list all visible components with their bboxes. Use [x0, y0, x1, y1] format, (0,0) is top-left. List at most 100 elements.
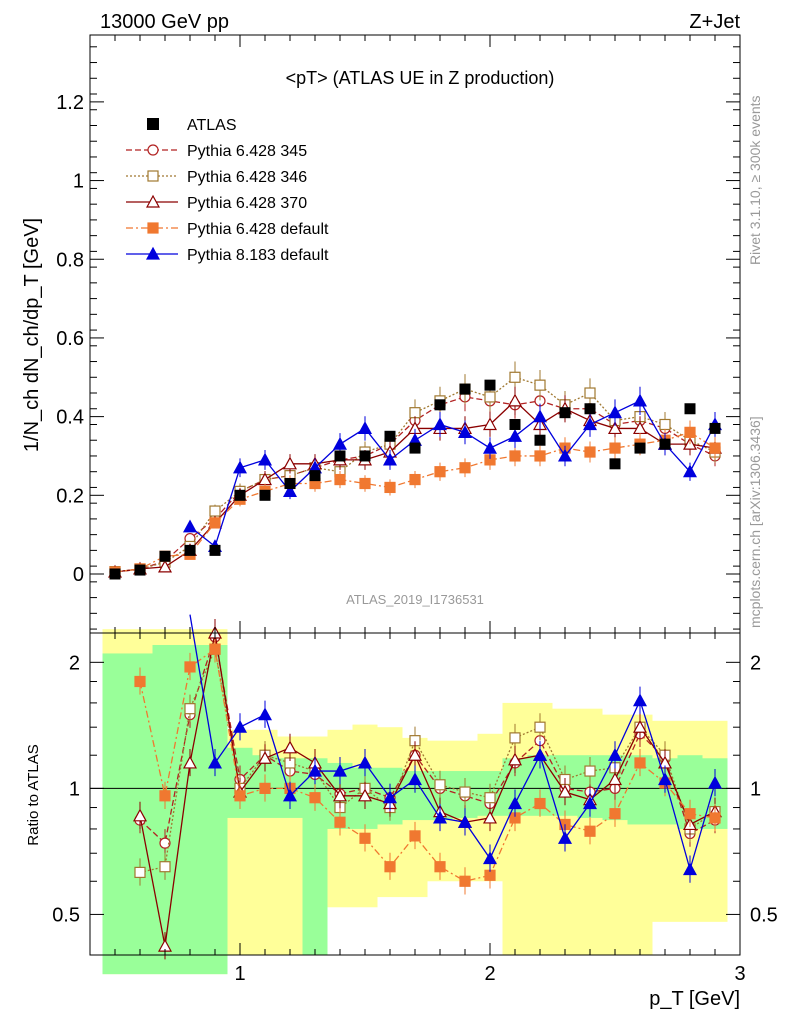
ratio-point [584, 765, 596, 777]
ratio-point [182, 755, 198, 769]
header-right: Z+Jet [689, 11, 740, 33]
data-point [409, 442, 421, 454]
series-point [534, 379, 546, 391]
ratio-point [232, 719, 248, 733]
data-point [534, 434, 546, 446]
ratio-point [482, 851, 498, 865]
ratio-point [134, 866, 146, 878]
y-tick-label: 0.8 [56, 249, 84, 271]
ratio-tick-label: 1 [69, 778, 80, 800]
ratio-point [409, 830, 421, 842]
series-point [607, 405, 623, 419]
ratio-point [484, 869, 496, 881]
ratio-point [407, 772, 423, 786]
y-tick-label: 0.2 [56, 485, 84, 507]
ratio-point [357, 788, 373, 802]
main-plot-content [107, 361, 723, 580]
ratio-point [184, 661, 196, 673]
ratio-point [382, 790, 398, 804]
legend-label-atlas: ATLAS [187, 117, 237, 134]
series-point [332, 436, 348, 450]
series-point [534, 450, 546, 462]
ratio-point [159, 790, 171, 802]
legend-marker [147, 144, 159, 156]
series-point [409, 407, 421, 419]
legend-marker [147, 222, 159, 234]
ratio-point [257, 751, 273, 764]
ratio-point [707, 775, 723, 789]
series-point [357, 421, 373, 435]
ratio-line [139, 632, 716, 947]
legend: ATLAS Pythia 6.428 345 Pythia 6.428 346 Pyt… [126, 117, 329, 264]
ratio-point [309, 792, 321, 804]
ratio-point [332, 763, 348, 777]
analysis-id: ATLAS_2019_I1736531 [346, 592, 484, 607]
data-point [634, 442, 646, 454]
ratio-point [259, 782, 271, 794]
series-point [209, 505, 221, 517]
data-point [509, 418, 521, 430]
ratio-point [532, 747, 548, 761]
legend-label: Pythia 6.428 370 [187, 195, 307, 212]
data-point [434, 399, 446, 411]
legend-label: Pythia 6.428 345 [187, 143, 307, 160]
data-point [559, 407, 571, 419]
x-axis-label: p_T [GeV] [649, 988, 740, 1010]
ratio-point [607, 772, 623, 786]
legend-label: Pythia 8.183 default [187, 247, 329, 264]
side-label-bottom: mcplots.cern.ch [arXiv:1306.3436] [747, 416, 763, 628]
band-inner [152, 644, 178, 975]
ratio-point [134, 675, 146, 688]
ratio-point [282, 740, 298, 754]
series-point [682, 464, 698, 478]
ratio-point [632, 719, 648, 733]
data-point [184, 544, 196, 556]
series-point [484, 391, 496, 403]
series-point [434, 466, 446, 478]
ratio-plot-content [132, 614, 723, 960]
y-tick-label: 1 [73, 171, 84, 193]
ratio-point [159, 837, 171, 849]
ratio-point [632, 693, 648, 707]
ratio-point [434, 861, 446, 873]
data-point [334, 450, 346, 462]
ratio-point [307, 763, 323, 777]
ratio-point [332, 788, 348, 802]
ratio-point [507, 796, 523, 810]
ratio-point [434, 779, 446, 791]
data-point [609, 458, 621, 470]
ratio-point [484, 792, 496, 804]
y-tick-label: 1.2 [56, 92, 84, 114]
legend-marker [145, 246, 161, 260]
data-point [709, 422, 721, 434]
ratio-tick-label: 0.5 [52, 904, 80, 926]
series-point [684, 426, 696, 438]
data-point [284, 478, 296, 489]
ratio-line [189, 614, 716, 872]
y-axis-label-ratio: Ratio to ATLAS [25, 744, 42, 845]
data-point [309, 470, 321, 482]
series-point [334, 473, 346, 486]
series-point [709, 442, 721, 454]
ratio-point [334, 816, 346, 828]
series-point [632, 393, 648, 407]
ratio-point [509, 732, 521, 744]
ratio-tick-label-right: 0.5 [750, 904, 778, 926]
ratio-line [139, 636, 716, 845]
y-tick-label: 0.6 [56, 328, 84, 350]
series-point [209, 517, 221, 529]
ratio-point [159, 861, 171, 873]
series-point [532, 409, 548, 423]
series-point [409, 473, 421, 486]
legend-marker-atlas [147, 118, 159, 130]
series-point [482, 440, 498, 454]
x-tick-label: 2 [484, 963, 495, 985]
ratio-point [507, 752, 523, 766]
legend-label: Pythia 6.428 346 [187, 169, 307, 186]
ratio-point [634, 757, 646, 769]
series-point [584, 387, 596, 399]
series-point [282, 456, 298, 470]
data-point [234, 489, 246, 501]
series-point [557, 448, 573, 462]
ratio-point [257, 707, 273, 721]
